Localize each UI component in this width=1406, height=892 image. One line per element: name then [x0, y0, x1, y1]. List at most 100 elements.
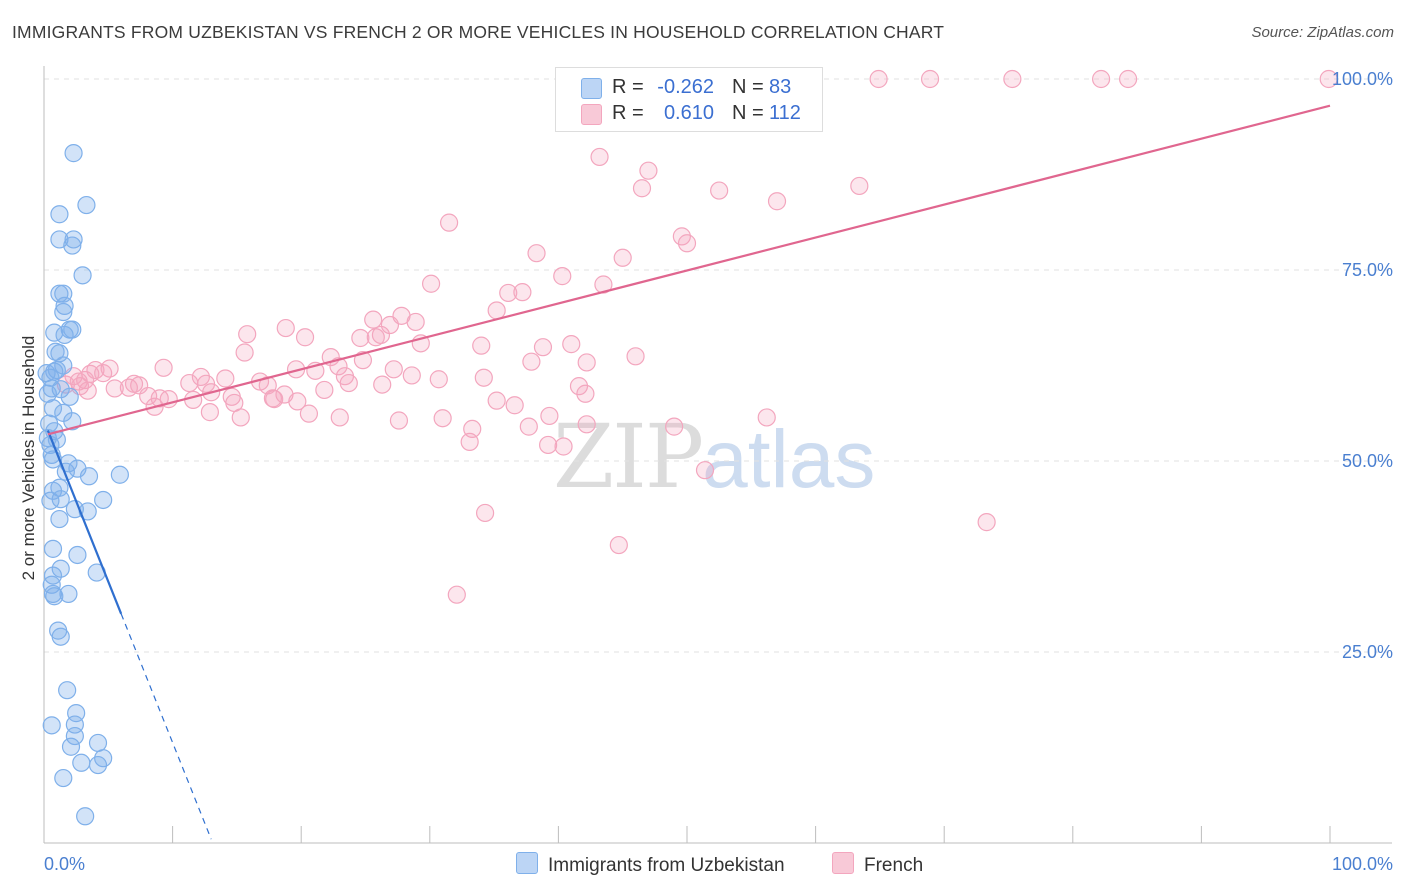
french-point	[609, 535, 628, 555]
french-point	[639, 161, 658, 180]
french-point	[263, 389, 283, 408]
french-point	[554, 437, 573, 456]
uzbekistan-point	[110, 465, 129, 484]
legend-item-uzbekistan[interactable]: Immigrants from Uzbekistan	[516, 852, 785, 877]
french-point	[384, 360, 403, 379]
uzbekistan-point	[88, 733, 108, 753]
source-label: Source: ZipAtlas.com	[1251, 24, 1394, 41]
french-point	[1319, 69, 1338, 89]
french-point	[421, 274, 441, 293]
french-n-value: 112	[769, 102, 801, 124]
french-point	[154, 358, 173, 377]
french-points	[56, 69, 1338, 604]
uzbekistan-point	[58, 681, 77, 700]
uzbekistan-point	[68, 545, 87, 565]
uzbekistan-legend-swatch	[516, 852, 538, 874]
french-point	[869, 69, 888, 89]
french-point	[433, 409, 452, 428]
french-point	[1091, 69, 1111, 89]
uzbekistan-point	[51, 627, 70, 646]
uzbekistan-n-value: 83	[769, 76, 792, 98]
french-point	[78, 381, 97, 400]
french-point	[184, 390, 203, 409]
french-point	[499, 283, 518, 303]
chart-title: IMMIGRANTS FROM UZBEKISTAN VS FRENCH 2 O…	[12, 22, 945, 42]
french-legend-swatch	[832, 852, 854, 874]
r-label: R =	[612, 76, 644, 98]
y-axis-label: 2 or more Vehicles in Household	[19, 336, 38, 581]
french-point	[371, 325, 391, 345]
french-point	[613, 248, 632, 267]
uzbekistan-point	[50, 509, 69, 529]
uzbekistan-point	[65, 726, 84, 746]
trend-lines	[46, 104, 1331, 840]
french-point	[1118, 69, 1138, 89]
watermark-atlas: atlas	[702, 414, 876, 505]
french-point	[105, 379, 124, 398]
french-point	[519, 417, 538, 436]
uzbekistan-point	[88, 755, 108, 775]
uzbekistan-point	[63, 236, 82, 255]
french-point	[1003, 69, 1022, 89]
uzbekistan-point	[61, 737, 81, 756]
x-tick-label-min: 0.0%	[44, 854, 85, 874]
french-point	[364, 310, 383, 329]
y-tick-label: 100.0%	[1332, 69, 1393, 89]
r-label: R =	[612, 102, 644, 124]
french-point	[757, 408, 776, 427]
french-point	[330, 408, 349, 427]
french-point	[238, 325, 257, 344]
uzbekistan-point	[42, 716, 61, 735]
french-point	[447, 585, 466, 604]
uzbekistan-point	[51, 559, 70, 578]
french-point	[429, 370, 448, 389]
n-label: N =	[732, 102, 764, 124]
y-tick-label: 25.0%	[1342, 642, 1393, 662]
french-point	[406, 312, 425, 332]
uzbekistan-point	[73, 266, 92, 285]
french-point	[553, 267, 572, 286]
french-point	[235, 343, 254, 362]
watermark: ZIPatlas	[553, 405, 875, 508]
french-point	[695, 461, 715, 480]
french-point	[850, 176, 869, 196]
uzbekistan-point	[64, 144, 83, 163]
uzbekistan-point	[42, 575, 61, 594]
french-point	[339, 373, 358, 393]
french-trend-line	[47, 104, 1331, 436]
french-point	[677, 234, 697, 253]
french-point	[474, 368, 493, 387]
french-point	[180, 373, 199, 393]
uzbekistan-legend-label: Immigrants from Uzbekistan	[548, 855, 785, 876]
french-point	[94, 364, 113, 383]
uzbekistan-point	[43, 399, 63, 418]
french-point	[590, 147, 609, 167]
french-point	[577, 415, 596, 434]
french-point	[119, 378, 138, 397]
french-point	[710, 181, 729, 200]
uzbekistan-point	[77, 195, 96, 215]
uzbekistan-point	[55, 296, 74, 316]
axes	[43, 66, 1392, 844]
uzbekistan-point	[50, 205, 69, 224]
french-point	[460, 432, 479, 451]
gridlines	[44, 78, 1392, 653]
french-point	[402, 366, 421, 385]
french-point	[265, 390, 284, 409]
legend-item-french[interactable]: French	[832, 852, 923, 877]
french-point	[665, 417, 684, 436]
french-point	[577, 353, 596, 372]
uzbekistan-point	[45, 587, 64, 606]
uzbekistan-r-value: -0.262	[657, 76, 714, 98]
french-point	[299, 404, 319, 423]
x-tick-label-max: 100.0%	[1332, 854, 1393, 874]
french-point	[276, 318, 295, 338]
french-point	[216, 369, 235, 388]
french-point	[767, 192, 787, 211]
french-point	[562, 335, 581, 354]
uzbekistan-point	[43, 539, 63, 558]
french-point	[576, 384, 595, 403]
french-point	[539, 435, 558, 455]
french-r-value: 0.610	[663, 102, 714, 124]
